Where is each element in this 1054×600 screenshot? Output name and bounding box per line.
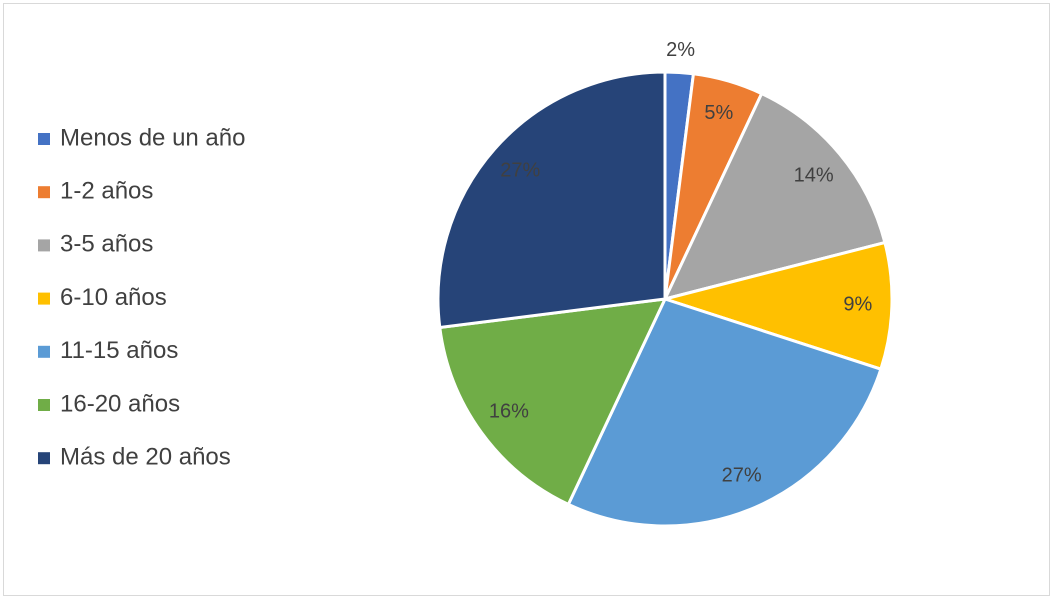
- legend-swatch: [38, 399, 50, 411]
- legend-label: 16-20 años: [60, 390, 180, 417]
- pie-slice: [438, 297, 668, 507]
- legend-swatch: [38, 239, 50, 252]
- legend-label: Más de 20 años: [60, 444, 231, 471]
- pie-slice: [662, 91, 887, 302]
- pie-slice: [566, 297, 883, 528]
- data-label: 2%: [666, 39, 695, 61]
- legend-label: 6-10 años: [60, 284, 167, 311]
- legend-swatch: [38, 345, 50, 358]
- data-label: 5%: [704, 102, 733, 124]
- legend-swatch: [38, 452, 50, 465]
- legend-label: 3-5 años: [60, 231, 153, 258]
- data-label: 27%: [722, 464, 762, 486]
- data-label: 14%: [794, 164, 834, 186]
- legend-swatch: [38, 292, 50, 305]
- legend-swatch: [38, 133, 50, 145]
- legend-label: 1-2 años: [60, 178, 153, 205]
- pie-slice: [659, 240, 894, 372]
- data-label: 27%: [500, 160, 540, 182]
- data-label: 9%: [843, 293, 872, 315]
- legend-swatch: [38, 186, 50, 199]
- legend-label: 11-15 años: [60, 337, 178, 364]
- data-label: 16%: [489, 401, 529, 423]
- legend-label: Menos de un año: [60, 124, 245, 151]
- pie-slice: [436, 70, 667, 330]
